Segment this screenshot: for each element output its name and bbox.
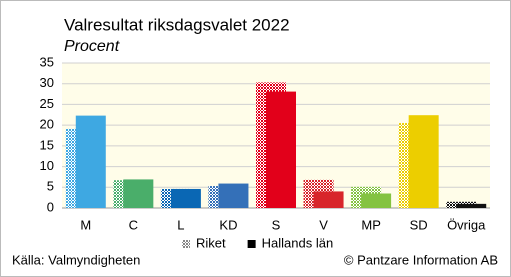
credit: © Pantzare Information AB [344, 252, 498, 267]
bar [218, 183, 249, 208]
bar [266, 91, 296, 208]
chart-title: Valresultat riksdagsvalet 2022 [64, 15, 290, 34]
legend-label: Hallands län [262, 235, 334, 250]
bar [313, 191, 344, 208]
x-tick-label: KD [219, 217, 237, 232]
x-tick-label: V [319, 217, 328, 232]
x-tick-label: L [177, 217, 184, 232]
y-tick-label: 20 [40, 117, 54, 132]
source: Källa: Valmyndigheten [12, 252, 140, 267]
bar [170, 188, 201, 208]
x-tick-label: SD [410, 217, 428, 232]
x-tick-label: MP [361, 217, 381, 232]
y-tick-label: 10 [40, 158, 54, 173]
bar [408, 115, 439, 208]
bar [75, 115, 106, 208]
bar [123, 179, 154, 208]
chart-subtitle: Procent [64, 38, 120, 55]
bar [361, 193, 392, 208]
y-tick-label: 5 [47, 179, 54, 194]
legend-swatch [247, 240, 256, 248]
y-tick-label: 35 [40, 54, 54, 69]
legend-swatch [182, 240, 190, 248]
x-tick-label: M [80, 217, 91, 232]
legend-label: Riket [196, 235, 226, 250]
x-tick-label: Övriga [447, 217, 486, 232]
x-tick-label: S [272, 217, 281, 232]
y-tick-label: 30 [40, 75, 54, 90]
y-tick-label: 15 [40, 137, 54, 152]
x-tick-label: C [129, 217, 138, 232]
y-tick-label: 25 [40, 96, 54, 111]
y-tick-label: 0 [47, 199, 54, 214]
bar [456, 203, 487, 208]
